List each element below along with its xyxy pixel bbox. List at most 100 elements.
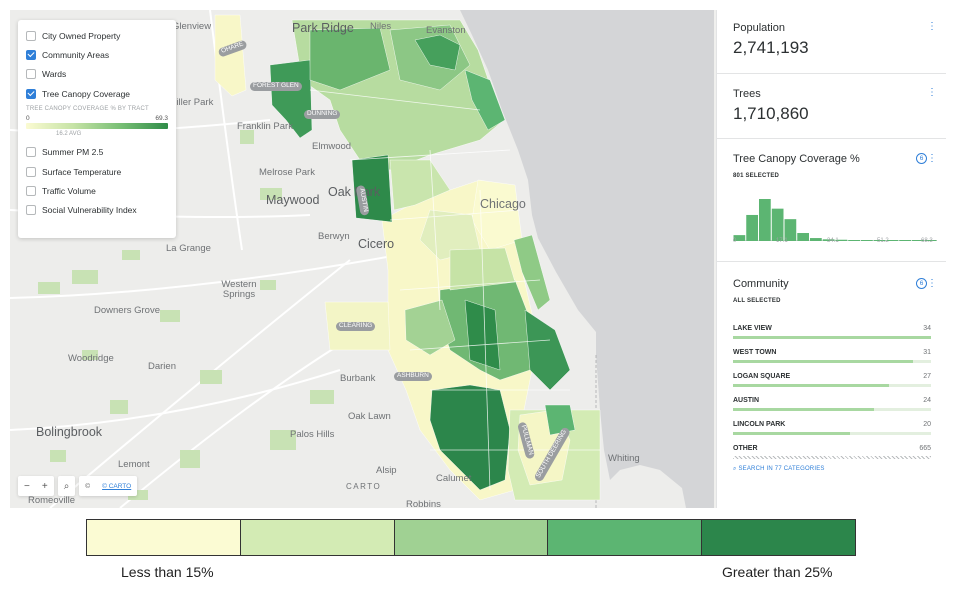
layer-checkbox[interactable] — [26, 50, 36, 61]
layer-checkbox[interactable] — [26, 88, 36, 99]
histogram-bar[interactable] — [835, 239, 848, 241]
canopy-legend: TREE CANOPY COVERAGE % BY TRACT 0 69.3 1… — [26, 104, 168, 143]
attribution: © © CARTO — [79, 476, 138, 496]
category-bar-fill — [733, 336, 931, 339]
category-item[interactable]: LOGAN SQUARE 27 — [733, 373, 931, 387]
legend-swatch — [548, 520, 703, 555]
category-item[interactable]: AUSTIN 24 — [733, 397, 931, 411]
histogram-bar[interactable] — [759, 199, 771, 241]
copyright-icon[interactable]: © — [85, 482, 91, 490]
place-label: Maywood — [266, 193, 320, 207]
layer-toggle[interactable]: Community Areas — [26, 45, 168, 64]
category-row: WEST TOWN 31 — [733, 349, 931, 356]
layer-count-badge[interactable]: 6 — [916, 278, 927, 289]
histogram-bar[interactable] — [733, 235, 746, 241]
layer-toggle[interactable]: Wards — [26, 65, 168, 84]
histogram-bar[interactable] — [924, 240, 937, 241]
histogram-bar[interactable] — [797, 233, 809, 241]
histogram-bar[interactable] — [886, 240, 899, 241]
place-label: Calumet — [436, 473, 472, 484]
zoom-in-button[interactable]: + — [41, 480, 48, 492]
map-view[interactable]: Glenview Park Ridge Niles Evanston Schil… — [10, 10, 714, 508]
legend-swatch — [394, 520, 549, 555]
legend-high-label: Greater than 25% — [722, 564, 833, 580]
place-label: Elmwood — [312, 141, 352, 152]
trees-widget: Trees ⋮ 1,710,860 — [717, 74, 946, 139]
layer-count-badge[interactable]: 6 — [916, 153, 927, 164]
legend-range: 0 69.3 — [26, 115, 168, 122]
layer-checkbox[interactable] — [26, 186, 36, 197]
category-row: AUSTIN 24 — [733, 397, 931, 404]
histogram-bar[interactable] — [784, 219, 797, 241]
category-count: 27 — [923, 373, 931, 380]
category-item[interactable]: WEST TOWN 31 — [733, 349, 931, 363]
category-count: 31 — [923, 349, 931, 356]
histogram-bar[interactable] — [873, 240, 886, 241]
category-count: 20 — [923, 421, 931, 428]
layer-checkbox[interactable] — [26, 205, 36, 216]
layer-label: Wards — [42, 69, 67, 80]
category-name: AUSTIN — [733, 397, 760, 404]
search-icon: ⌕ — [63, 480, 70, 492]
layer-checkbox[interactable] — [26, 147, 36, 158]
place-label: Schiller Park — [160, 97, 214, 108]
layer-toggle[interactable]: Summer PM 2.5 — [26, 143, 168, 162]
layer-toggle[interactable]: Tree Canopy Coverage — [26, 84, 168, 103]
more-options-icon[interactable]: ⋮ — [927, 87, 937, 98]
category-item[interactable]: LAKE VIEW 34 — [733, 325, 931, 339]
neighborhood-label: CLEARING — [336, 322, 376, 331]
place-label: Burbank — [340, 373, 376, 384]
histogram-bar[interactable] — [899, 240, 911, 241]
histogram-bar[interactable] — [848, 240, 860, 241]
canopy-choropleth — [214, 14, 601, 501]
layer-toggle[interactable]: Traffic Volume — [26, 181, 168, 200]
more-options-icon[interactable]: ⋮ — [927, 153, 937, 164]
more-options-icon[interactable]: ⋮ — [927, 21, 937, 32]
map-basemap[interactable] — [10, 10, 714, 508]
tick-label: 0 — [733, 238, 737, 244]
zoom-out-button[interactable]: − — [24, 480, 30, 492]
place-label: Palos Hills — [290, 429, 335, 440]
category-bar-fill — [733, 384, 890, 387]
category-name: LINCOLN PARK — [733, 421, 786, 428]
category-item[interactable]: LINCOLN PARK 20 — [733, 421, 931, 435]
search-location-button[interactable]: ⌕ — [57, 476, 76, 496]
tract-west-center — [389, 159, 451, 211]
histogram-bar[interactable] — [771, 208, 784, 241]
category-bar-fill — [733, 432, 850, 435]
category-name: OTHER — [733, 445, 758, 452]
histogram-bar[interactable] — [861, 240, 873, 241]
widget-title: Tree Canopy Coverage % — [733, 153, 860, 165]
histogram-bar[interactable] — [810, 238, 822, 241]
layer-label: Social Vulnerability Index — [42, 205, 137, 216]
layer-checkbox[interactable] — [26, 30, 36, 41]
canopy-histogram[interactable] — [733, 195, 937, 241]
search-categories-link[interactable]: ⌕ SEARCH IN 77 CATEGORIES — [733, 466, 825, 473]
place-label: Niles — [370, 21, 392, 32]
zoom-controls: − + — [18, 476, 54, 496]
layer-toggle[interactable]: Social Vulnerability Index — [26, 201, 168, 220]
layer-checkbox[interactable] — [26, 69, 36, 80]
tract-north-lakefront — [464, 69, 506, 131]
place-label: Park Ridge — [292, 21, 354, 35]
histogram-bar[interactable] — [912, 240, 924, 241]
layer-toggle[interactable]: City Owned Property — [26, 26, 168, 45]
legend-title: TREE CANOPY COVERAGE % BY TRACT — [26, 105, 149, 112]
place-label: Melrose Park — [259, 167, 315, 178]
tract-northeast — [414, 34, 461, 71]
place-label: Franklin Park — [237, 121, 293, 132]
category-item[interactable]: OTHER 665 — [733, 445, 931, 459]
histogram-bar[interactable] — [822, 239, 835, 241]
layer-toggle[interactable]: Surface Temperature — [26, 162, 168, 181]
legend-swatch — [240, 520, 395, 555]
category-count: 665 — [919, 445, 931, 452]
carto-attribution-link[interactable]: © CARTO — [102, 482, 132, 490]
place-label: Glenview — [172, 21, 212, 32]
widgets-sidebar: Population ⋮ 2,741,193 Trees ⋮ 1,710,860… — [716, 10, 946, 508]
layer-checkbox[interactable] — [26, 166, 36, 177]
population-value: 2,741,193 — [733, 38, 809, 57]
histogram-bar[interactable] — [746, 214, 758, 241]
population-widget: Population ⋮ 2,741,193 — [717, 10, 946, 74]
more-options-icon[interactable]: ⋮ — [927, 278, 937, 289]
category-bar-fill — [733, 360, 914, 363]
